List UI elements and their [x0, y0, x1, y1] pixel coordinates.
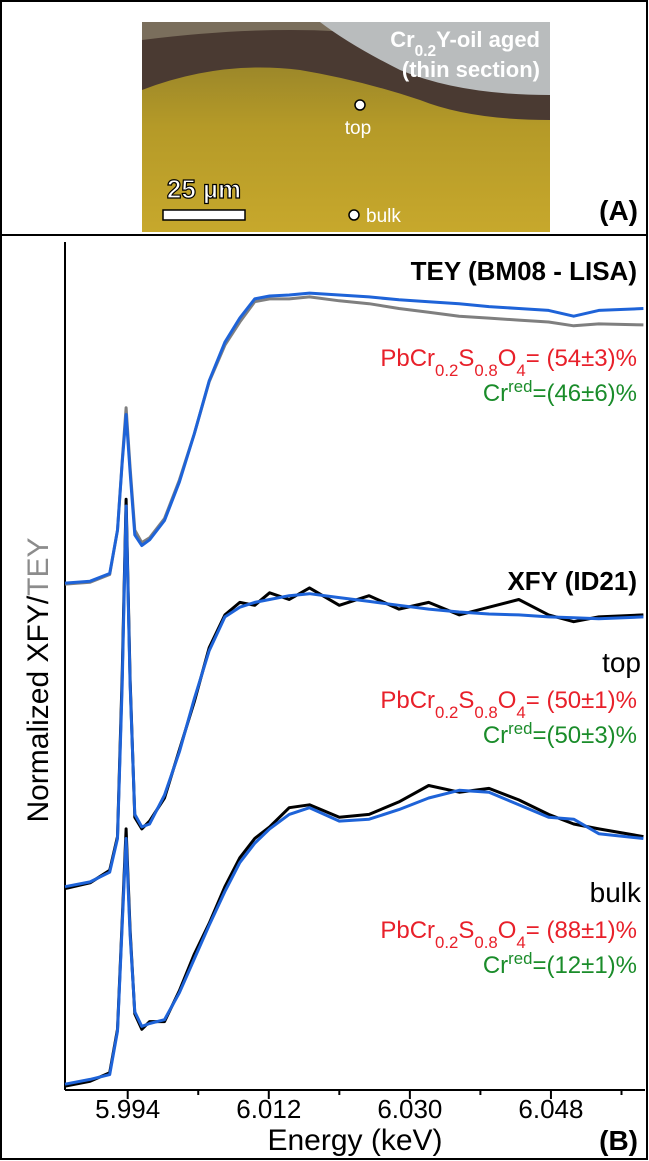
spectrum-line [64, 295, 644, 586]
text-part: = (88±1)% [526, 917, 637, 944]
text-part: PbCr [380, 917, 435, 944]
annotation: PbCr0.2S0.8O4= (50±1)% [380, 687, 637, 722]
text-part: 0.2 [435, 361, 458, 380]
text-part: 0.8 [474, 361, 497, 380]
text-part: S [458, 687, 474, 714]
spectrum-line [64, 788, 644, 1086]
annotation: Crred=(50±3)% [483, 719, 637, 750]
text-part: 0.2 [415, 43, 436, 60]
text-part: =(50±3)% [532, 722, 637, 749]
annotation: XFY (ID21) [507, 566, 637, 596]
scale-bar-label: 25 µm [167, 174, 241, 204]
spectrum-line [64, 291, 644, 585]
text-part: = (54±3)% [526, 345, 637, 372]
x-axis-title: Energy (keV) [267, 1124, 442, 1157]
annotation: PbCr0.2S0.8O4= (88±1)% [380, 917, 637, 952]
annotation: bulk [590, 877, 642, 908]
image-title: Cr0.2Y-oil aged [390, 27, 540, 60]
text-part: = (50±1)% [526, 687, 637, 714]
annotation: Crred=(46±6)% [483, 377, 637, 408]
text-part: 0.8 [474, 703, 497, 722]
spectrum-line [64, 497, 644, 891]
text-part: Y-oil aged [436, 27, 540, 52]
annotation: PbCr0.2S0.8O4= (54±3)% [380, 345, 637, 380]
x-tick-label: 6.048 [518, 1094, 583, 1124]
point-label: top [345, 118, 371, 139]
y-axis-title-part: TEY [22, 537, 55, 595]
text-part: 4 [516, 933, 525, 952]
photo-light-region [320, 22, 550, 95]
text-part: =(46±6)% [532, 380, 637, 407]
text-part: Cr [483, 380, 508, 407]
text-part: S [458, 345, 474, 372]
text-part: PbCr [380, 345, 435, 372]
text-part: S [458, 917, 474, 944]
spectrum-line [64, 784, 644, 1088]
annotation: top [602, 647, 641, 678]
text-part: 0.8 [474, 933, 497, 952]
annotation: Crred=(12±1)% [483, 949, 637, 980]
image-subtitle: (thin section) [402, 57, 540, 82]
point-marker [354, 99, 366, 111]
text-part: O [498, 917, 517, 944]
text-part: red [508, 719, 532, 738]
y-axis-title: Normalized XFY/TEY [22, 537, 55, 822]
text-part: TEY (BM08 - LISA) [411, 256, 637, 286]
panel-b-frame [0, 234, 648, 1160]
point-label: bulk [366, 206, 401, 227]
text-part: =(12±1)% [532, 952, 637, 979]
text-part: PbCr [380, 687, 435, 714]
text-part: 4 [516, 361, 525, 380]
annotation: TEY (BM08 - LISA) [411, 256, 637, 286]
scale-bar [162, 209, 246, 221]
text-part: Cr [483, 952, 508, 979]
text-part: Cr [483, 722, 508, 749]
text-part: top [602, 647, 641, 678]
micrograph [142, 22, 550, 232]
x-tick-label: 6.012 [236, 1094, 301, 1124]
y-axis-title-part: Normalized XFY/ [22, 595, 55, 822]
text-part: O [498, 345, 517, 372]
text-part: 4 [516, 703, 525, 722]
text-part: red [508, 377, 532, 396]
panel-label: (A) [599, 195, 638, 226]
x-tick-label: 5.994 [95, 1094, 160, 1124]
panel-label: (B) [599, 1125, 638, 1156]
text-part: 0.2 [435, 933, 458, 952]
text-part: 0.2 [435, 703, 458, 722]
text-part: XFY (ID21) [507, 566, 637, 596]
x-tick-label: 6.030 [377, 1094, 442, 1124]
text-part: bulk [590, 877, 642, 908]
text-part: O [498, 687, 517, 714]
text-part: red [508, 949, 532, 968]
point-marker [348, 209, 360, 221]
text-part: Cr [390, 27, 415, 52]
spectrum-line [64, 504, 644, 889]
